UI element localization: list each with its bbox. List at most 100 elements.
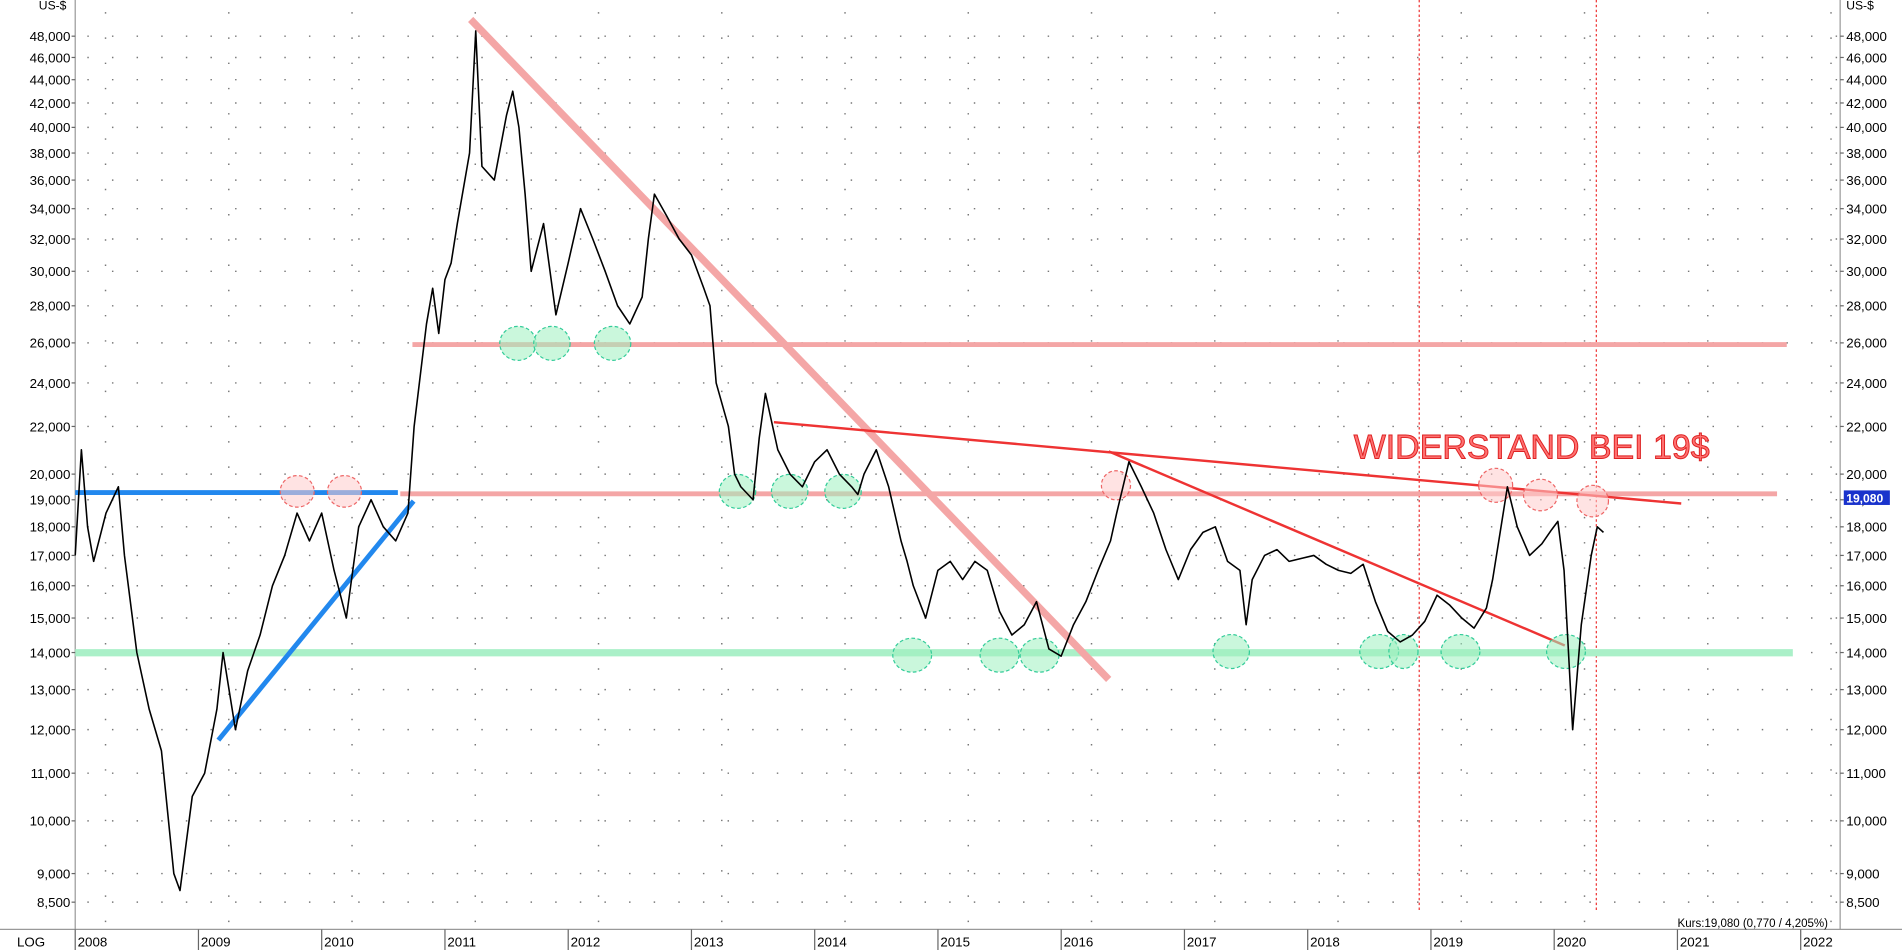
y-tick-label-right: 32,000 xyxy=(1846,232,1887,247)
y-tick-label: 15,000 xyxy=(30,611,71,626)
y-tick-label: 36,000 xyxy=(30,173,71,188)
x-tick-label: 2011 xyxy=(447,934,476,949)
y-tick-label-right: 44,000 xyxy=(1846,73,1887,88)
marker xyxy=(279,475,315,508)
y-tick-label: 20,000 xyxy=(30,467,71,482)
y-tick-label: 46,000 xyxy=(30,50,71,65)
x-tick-label: 2021 xyxy=(1680,934,1710,949)
y-tick-label-right: 20,000 xyxy=(1846,467,1887,482)
y-tick-label-right: 34,000 xyxy=(1846,202,1887,217)
marker xyxy=(533,325,571,361)
down-trend xyxy=(468,16,1112,682)
red-trend xyxy=(1108,450,1566,647)
support-marks xyxy=(499,325,1587,673)
marker xyxy=(1440,633,1481,670)
y-tick-label-right: 22,000 xyxy=(1846,419,1887,434)
marker xyxy=(593,325,632,361)
price-badge-label: 19,080 xyxy=(1846,492,1883,506)
y-tick-label: 30,000 xyxy=(30,264,71,279)
x-tick-label: 2010 xyxy=(324,934,354,949)
y-tick-label: 13,000 xyxy=(30,682,71,697)
x-tick-label: 2017 xyxy=(1187,934,1217,949)
y-tick-label: 19,000 xyxy=(30,493,71,508)
marker xyxy=(824,473,862,509)
y-tick-label: 32,000 xyxy=(30,232,71,247)
x-tick-label: 2015 xyxy=(940,934,970,949)
y-tick-label-right: 16,000 xyxy=(1846,579,1887,594)
y-tick-label-right: 30,000 xyxy=(1846,264,1887,279)
x-tick-label: 2009 xyxy=(201,934,231,949)
y-tick-label-right: 9,000 xyxy=(1846,866,1879,881)
y-tick-label-right: 40,000 xyxy=(1846,120,1887,135)
y-tick-label-right: 28,000 xyxy=(1846,299,1887,314)
y-tick-label-right: 11,000 xyxy=(1846,766,1886,781)
blue-trend xyxy=(216,499,416,742)
x-tick-label: 2008 xyxy=(78,934,108,949)
y-tick-label: 16,000 xyxy=(30,579,71,594)
y-tick-label: 11,000 xyxy=(31,766,71,781)
y-tick-label-right: 17,000 xyxy=(1846,548,1887,563)
y-tick-label: 17,000 xyxy=(30,548,71,563)
y-tick-label: 22,000 xyxy=(30,419,71,434)
y-tick-label: 44,000 xyxy=(30,73,71,88)
y-tick-label-right: 24,000 xyxy=(1846,376,1887,391)
marker xyxy=(770,473,809,509)
marker xyxy=(499,325,537,361)
y-axis-label-right: US-$ xyxy=(1846,0,1874,13)
y-tick-label-right: 18,000 xyxy=(1846,520,1887,535)
annotation: WIDERSTAND BEI 19$ xyxy=(1354,429,1710,467)
grid xyxy=(87,12,1841,930)
marker xyxy=(1019,637,1060,673)
resistance-marks xyxy=(279,467,1610,518)
y-tick-label: 48,000 xyxy=(30,29,71,44)
y-tick-label: 18,000 xyxy=(30,520,71,535)
x-tick-label: 2018 xyxy=(1310,934,1340,949)
y-tick-label-right: 46,000 xyxy=(1846,50,1887,65)
y-tick-label: 28,000 xyxy=(30,299,71,314)
y-tick-label-right: 36,000 xyxy=(1846,173,1887,188)
y-tick-label-right: 38,000 xyxy=(1846,146,1887,161)
marker xyxy=(1478,467,1514,503)
y-tick-label-right: 48,000 xyxy=(1846,29,1887,44)
x-tick-label: 2016 xyxy=(1064,934,1094,949)
marker xyxy=(892,637,933,673)
y-tick-label-right: 8,500 xyxy=(1846,895,1879,910)
y-tick-label: 38,000 xyxy=(30,146,71,161)
y-tick-label: 40,000 xyxy=(30,120,71,135)
marks xyxy=(74,30,1605,892)
price-line xyxy=(74,30,1605,892)
y-tick-label: 10,000 xyxy=(30,814,71,829)
marker xyxy=(1576,484,1610,518)
y-tick-label: 42,000 xyxy=(30,96,71,111)
marker xyxy=(1522,478,1559,512)
x-tick-label: 2013 xyxy=(694,934,724,949)
price-footer: Kurs:19,080 (0,770 / 4,205%) xyxy=(1678,918,1829,930)
x-tick-label: 2014 xyxy=(817,934,847,949)
marker xyxy=(1388,633,1419,670)
drawings xyxy=(75,16,1793,742)
x-tick-label: 2012 xyxy=(571,934,601,949)
y-tick-label: 24,000 xyxy=(30,376,71,391)
y-tick-label-right: 14,000 xyxy=(1846,645,1887,660)
marker xyxy=(979,637,1020,673)
y-tick-label-right: 13,000 xyxy=(1846,682,1887,697)
marker xyxy=(718,473,757,509)
y-tick-label-right: 10,000 xyxy=(1846,814,1887,829)
y-tick-label: 26,000 xyxy=(30,336,71,351)
y-tick-label: 34,000 xyxy=(30,202,71,217)
x-tick-label: 2020 xyxy=(1557,934,1587,949)
y-tick-label-right: 15,000 xyxy=(1846,611,1887,626)
y-tick-label: 8,500 xyxy=(37,895,70,910)
y-tick-label-right: 42,000 xyxy=(1846,96,1887,111)
marker xyxy=(1545,633,1587,670)
marker xyxy=(326,475,363,508)
y-tick-label-right: 12,000 xyxy=(1846,723,1887,738)
y-tick-label: 12,000 xyxy=(30,723,71,738)
y-tick-label-right: 26,000 xyxy=(1846,336,1887,351)
y-axis-label: US-$ xyxy=(39,0,67,13)
price-badge xyxy=(1843,490,1890,505)
x-tick-label: 2019 xyxy=(1433,934,1463,949)
